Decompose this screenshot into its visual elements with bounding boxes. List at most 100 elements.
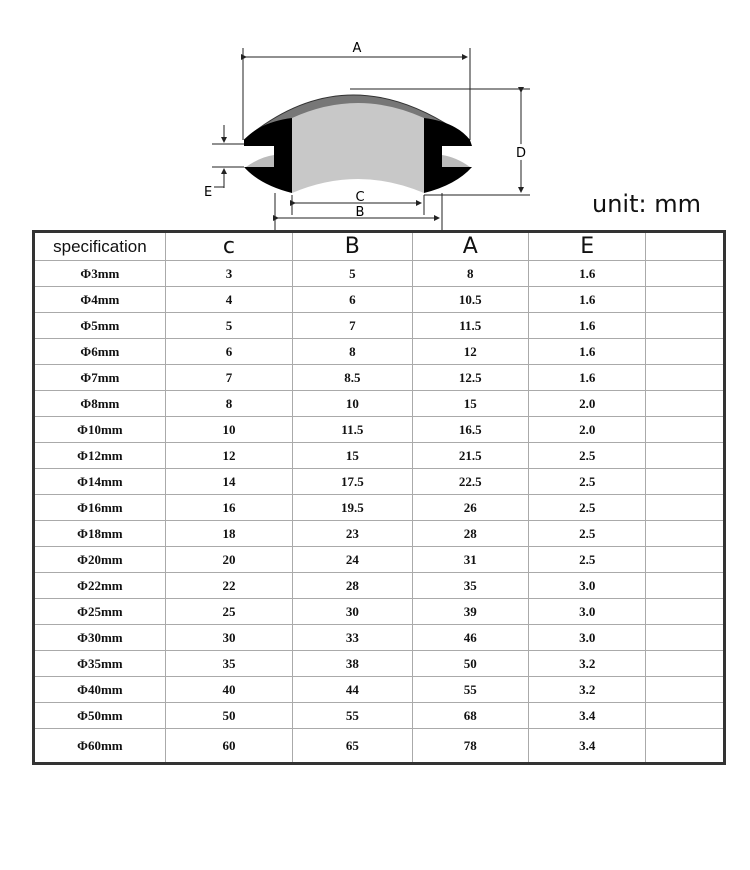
- cell-e: 2.5: [527, 520, 647, 547]
- cell-a: 55: [411, 676, 530, 703]
- table-row: Φ8mm 8 10 15 2.0: [33, 390, 725, 417]
- cell-b: 44: [292, 676, 413, 703]
- cell-c: 12: [164, 442, 294, 469]
- cell-c: 18: [164, 520, 294, 547]
- cell-empty: [645, 416, 725, 443]
- cell-e: 3.2: [527, 650, 647, 677]
- cell-empty: [645, 728, 725, 764]
- cell-b: 10: [292, 390, 413, 417]
- cell-e: 2.0: [527, 390, 647, 417]
- grommet-right-section: [424, 118, 472, 193]
- cell-specification: Φ30mm: [33, 624, 166, 651]
- cell-b: 5: [292, 260, 413, 287]
- cell-specification: Φ3mm: [33, 260, 166, 287]
- cell-specification: Φ5mm: [33, 312, 166, 339]
- cell-e: 2.0: [527, 416, 647, 443]
- cell-specification: Φ7mm: [33, 364, 166, 391]
- cell-e: 1.6: [527, 364, 647, 391]
- table-row: Φ35mm 35 38 50 3.2: [33, 650, 725, 677]
- table-row: Φ5mm 5 7 11.5 1.6: [33, 312, 725, 339]
- table-row: Φ7mm 7 8.5 12.5 1.6: [33, 364, 725, 391]
- cell-b: 17.5: [292, 468, 413, 495]
- table-header-row: specification c B A E: [33, 231, 725, 261]
- cell-c: 20: [164, 546, 294, 573]
- cell-empty: [645, 390, 725, 417]
- cell-empty: [645, 702, 725, 729]
- cell-e: 2.5: [527, 494, 647, 521]
- cell-e: 1.6: [527, 286, 647, 313]
- grommet-diagram: A D C B E: [204, 41, 530, 230]
- table-row: Φ3mm 3 5 8 1.6: [33, 260, 725, 287]
- cell-empty: [645, 520, 725, 547]
- cell-empty: [645, 676, 725, 703]
- cell-b: 11.5: [292, 416, 413, 443]
- cell-empty: [645, 598, 725, 625]
- cell-a: 68: [411, 702, 530, 729]
- table-row: Φ4mm 4 6 10.5 1.6: [33, 286, 725, 313]
- cell-empty: [645, 468, 725, 495]
- grommet-left-section: [244, 118, 292, 193]
- cell-c: 25: [164, 598, 294, 625]
- cell-b: 28: [292, 572, 413, 599]
- cell-b: 6: [292, 286, 413, 313]
- cell-e: 2.5: [527, 468, 647, 495]
- header-empty: [645, 231, 725, 261]
- cell-specification: Φ14mm: [33, 468, 166, 495]
- cell-c: 60: [164, 728, 294, 764]
- cell-c: 50: [164, 702, 294, 729]
- cell-c: 3: [164, 260, 294, 287]
- table-row: Φ20mm 20 24 31 2.5: [33, 546, 725, 573]
- cell-a: 26: [411, 494, 530, 521]
- table-row: Φ16mm 16 19.5 26 2.5: [33, 494, 725, 521]
- cell-empty: [645, 338, 725, 365]
- cell-empty: [645, 572, 725, 599]
- cell-specification: Φ22mm: [33, 572, 166, 599]
- table-row: Φ12mm 12 15 21.5 2.5: [33, 442, 725, 469]
- cell-c: 4: [164, 286, 294, 313]
- table-row: Φ22mm 22 28 35 3.0: [33, 572, 725, 599]
- cell-c: 8: [164, 390, 294, 417]
- cell-c: 16: [164, 494, 294, 521]
- cell-b: 33: [292, 624, 413, 651]
- cell-e: 1.6: [527, 260, 647, 287]
- cell-empty: [645, 286, 725, 313]
- cell-specification: Φ16mm: [33, 494, 166, 521]
- cell-empty: [645, 650, 725, 677]
- dimension-label-d: D: [516, 146, 526, 161]
- cell-specification: Φ50mm: [33, 702, 166, 729]
- cell-b: 8.5: [292, 364, 413, 391]
- cell-c: 40: [164, 676, 294, 703]
- cell-c: 35: [164, 650, 294, 677]
- cell-b: 23: [292, 520, 413, 547]
- header-b: B: [292, 231, 413, 261]
- cell-a: 21.5: [411, 442, 530, 469]
- cell-b: 19.5: [292, 494, 413, 521]
- cell-empty: [645, 624, 725, 651]
- cell-e: 1.6: [527, 338, 647, 365]
- table-row: Φ30mm 30 33 46 3.0: [33, 624, 725, 651]
- cell-e: 2.5: [527, 442, 647, 469]
- header-e: E: [527, 231, 647, 261]
- cell-a: 50: [411, 650, 530, 677]
- cell-a: 35: [411, 572, 530, 599]
- cell-b: 38: [292, 650, 413, 677]
- cell-b: 15: [292, 442, 413, 469]
- cell-e: 3.0: [527, 572, 647, 599]
- cell-a: 12: [411, 338, 530, 365]
- cell-b: 30: [292, 598, 413, 625]
- table-row: Φ40mm 40 44 55 3.2: [33, 676, 725, 703]
- cell-specification: Φ18mm: [33, 520, 166, 547]
- cell-b: 65: [292, 728, 413, 764]
- cell-b: 7: [292, 312, 413, 339]
- cell-c: 6: [164, 338, 294, 365]
- table-row: Φ18mm 18 23 28 2.5: [33, 520, 725, 547]
- cell-a: 8: [411, 260, 530, 287]
- cell-a: 15: [411, 390, 530, 417]
- table-row: Φ50mm 50 55 68 3.4: [33, 702, 725, 729]
- cell-specification: Φ10mm: [33, 416, 166, 443]
- cell-empty: [645, 494, 725, 521]
- unit-label: unit: mm: [592, 190, 701, 218]
- spec-table: specification c B A E Φ3mm 3 5 8 1.6 Φ4mm 4 6 10…: [32, 230, 726, 765]
- dimension-label-b: B: [356, 205, 365, 220]
- cell-empty: [645, 546, 725, 573]
